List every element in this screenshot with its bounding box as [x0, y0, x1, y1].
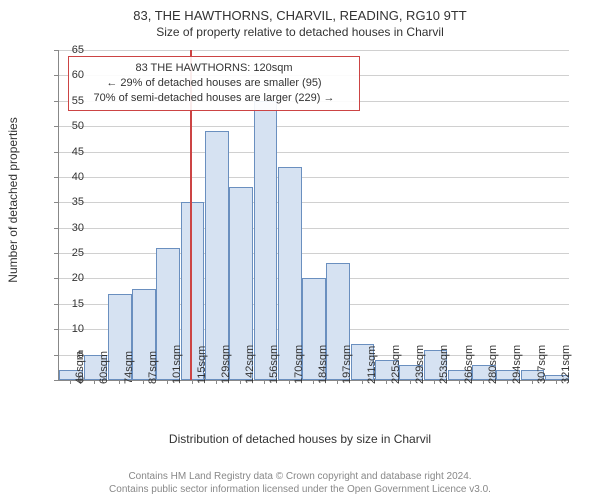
x-tick-label: 321sqm — [560, 345, 572, 384]
x-tick-mark — [264, 380, 265, 384]
x-tick-mark — [216, 380, 217, 384]
grid-line — [59, 202, 569, 203]
x-tick-label: 87sqm — [147, 351, 159, 384]
grid-line — [59, 152, 569, 153]
x-tick-mark — [410, 380, 411, 384]
x-tick-mark — [483, 380, 484, 384]
y-tick-label: 40 — [54, 171, 84, 183]
x-tick-label: 101sqm — [171, 345, 183, 384]
grid-line — [59, 126, 569, 127]
y-tick-label: 65 — [54, 44, 84, 56]
x-tick-mark — [434, 380, 435, 384]
x-tick-label: 184sqm — [317, 345, 329, 384]
x-tick-label: 294sqm — [511, 345, 523, 384]
footer-attribution: Contains HM Land Registry data © Crown c… — [0, 471, 600, 496]
x-tick-label: 115sqm — [196, 346, 208, 384]
x-tick-mark — [386, 380, 387, 384]
y-tick-mark — [54, 177, 58, 178]
histogram-bar — [254, 101, 278, 380]
y-tick-label: 60 — [54, 69, 84, 81]
y-tick-mark — [54, 355, 58, 356]
x-tick-mark — [192, 380, 193, 384]
x-tick-label: 46sqm — [74, 351, 86, 384]
y-tick-label: 30 — [54, 222, 84, 234]
x-tick-label: 280sqm — [487, 345, 499, 384]
chart-title: 83, THE HAWTHORNS, CHARVIL, READING, RG1… — [0, 0, 600, 25]
y-tick-label: 10 — [54, 323, 84, 335]
histogram-bar — [205, 131, 229, 380]
y-tick-mark — [54, 329, 58, 330]
grid-line — [59, 50, 569, 51]
x-tick-label: 60sqm — [98, 351, 110, 384]
x-tick-label: 197sqm — [341, 345, 353, 384]
x-tick-mark — [143, 380, 144, 384]
x-tick-mark — [532, 380, 533, 384]
y-tick-label: 50 — [54, 120, 84, 132]
x-tick-label: 156sqm — [268, 345, 280, 384]
x-tick-mark — [507, 380, 508, 384]
y-tick-label: 15 — [54, 298, 84, 310]
y-tick-mark — [54, 380, 58, 381]
x-tick-mark — [556, 380, 557, 384]
x-tick-label: 142sqm — [244, 345, 256, 384]
x-tick-mark — [94, 380, 95, 384]
x-tick-label: 239sqm — [414, 345, 426, 384]
y-tick-label: 55 — [54, 95, 84, 107]
y-tick-label: 35 — [54, 196, 84, 208]
x-tick-mark — [289, 380, 290, 384]
x-tick-mark — [459, 380, 460, 384]
y-tick-mark — [54, 278, 58, 279]
y-tick-mark — [54, 202, 58, 203]
annotation-line: ← 29% of detached houses are smaller (95… — [75, 76, 353, 91]
plot-area: 83 THE HAWTHORNS: 120sqm ← 29% of detach… — [58, 50, 569, 381]
y-tick-mark — [54, 152, 58, 153]
x-tick-mark — [119, 380, 120, 384]
x-tick-mark — [337, 380, 338, 384]
y-tick-mark — [54, 75, 58, 76]
x-tick-label: 211sqm — [366, 346, 378, 384]
x-tick-mark — [70, 380, 71, 384]
x-tick-mark — [167, 380, 168, 384]
y-tick-label: 20 — [54, 272, 84, 284]
y-axis-label: Number of detached properties — [6, 117, 20, 282]
annotation-line: 70% of semi-detached houses are larger (… — [75, 91, 353, 106]
grid-line — [59, 253, 569, 254]
x-tick-label: 74sqm — [123, 351, 135, 384]
x-tick-label: 307sqm — [536, 345, 548, 384]
x-tick-mark — [362, 380, 363, 384]
x-tick-label: 225sqm — [390, 345, 402, 384]
footer-line: Contains HM Land Registry data © Crown c… — [0, 471, 600, 484]
annotation-box: 83 THE HAWTHORNS: 120sqm ← 29% of detach… — [68, 56, 360, 111]
y-tick-mark — [54, 228, 58, 229]
x-tick-label: 253sqm — [438, 345, 450, 384]
grid-line — [59, 177, 569, 178]
x-tick-mark — [313, 380, 314, 384]
x-tick-label: 170sqm — [293, 345, 305, 384]
x-tick-label: 129sqm — [220, 345, 232, 384]
y-tick-mark — [54, 50, 58, 51]
x-axis-label: Distribution of detached houses by size … — [0, 432, 600, 446]
y-tick-mark — [54, 253, 58, 254]
y-tick-label: 45 — [54, 146, 84, 158]
chart-container: 83, THE HAWTHORNS, CHARVIL, READING, RG1… — [0, 0, 600, 500]
chart-subtitle: Size of property relative to detached ho… — [0, 25, 600, 41]
x-tick-mark — [240, 380, 241, 384]
y-tick-mark — [54, 304, 58, 305]
y-tick-mark — [54, 101, 58, 102]
footer-line: Contains public sector information licen… — [0, 484, 600, 497]
x-tick-label: 266sqm — [463, 345, 475, 384]
grid-line — [59, 228, 569, 229]
y-tick-label: 25 — [54, 247, 84, 259]
y-tick-mark — [54, 126, 58, 127]
annotation-line: 83 THE HAWTHORNS: 120sqm — [75, 61, 353, 76]
